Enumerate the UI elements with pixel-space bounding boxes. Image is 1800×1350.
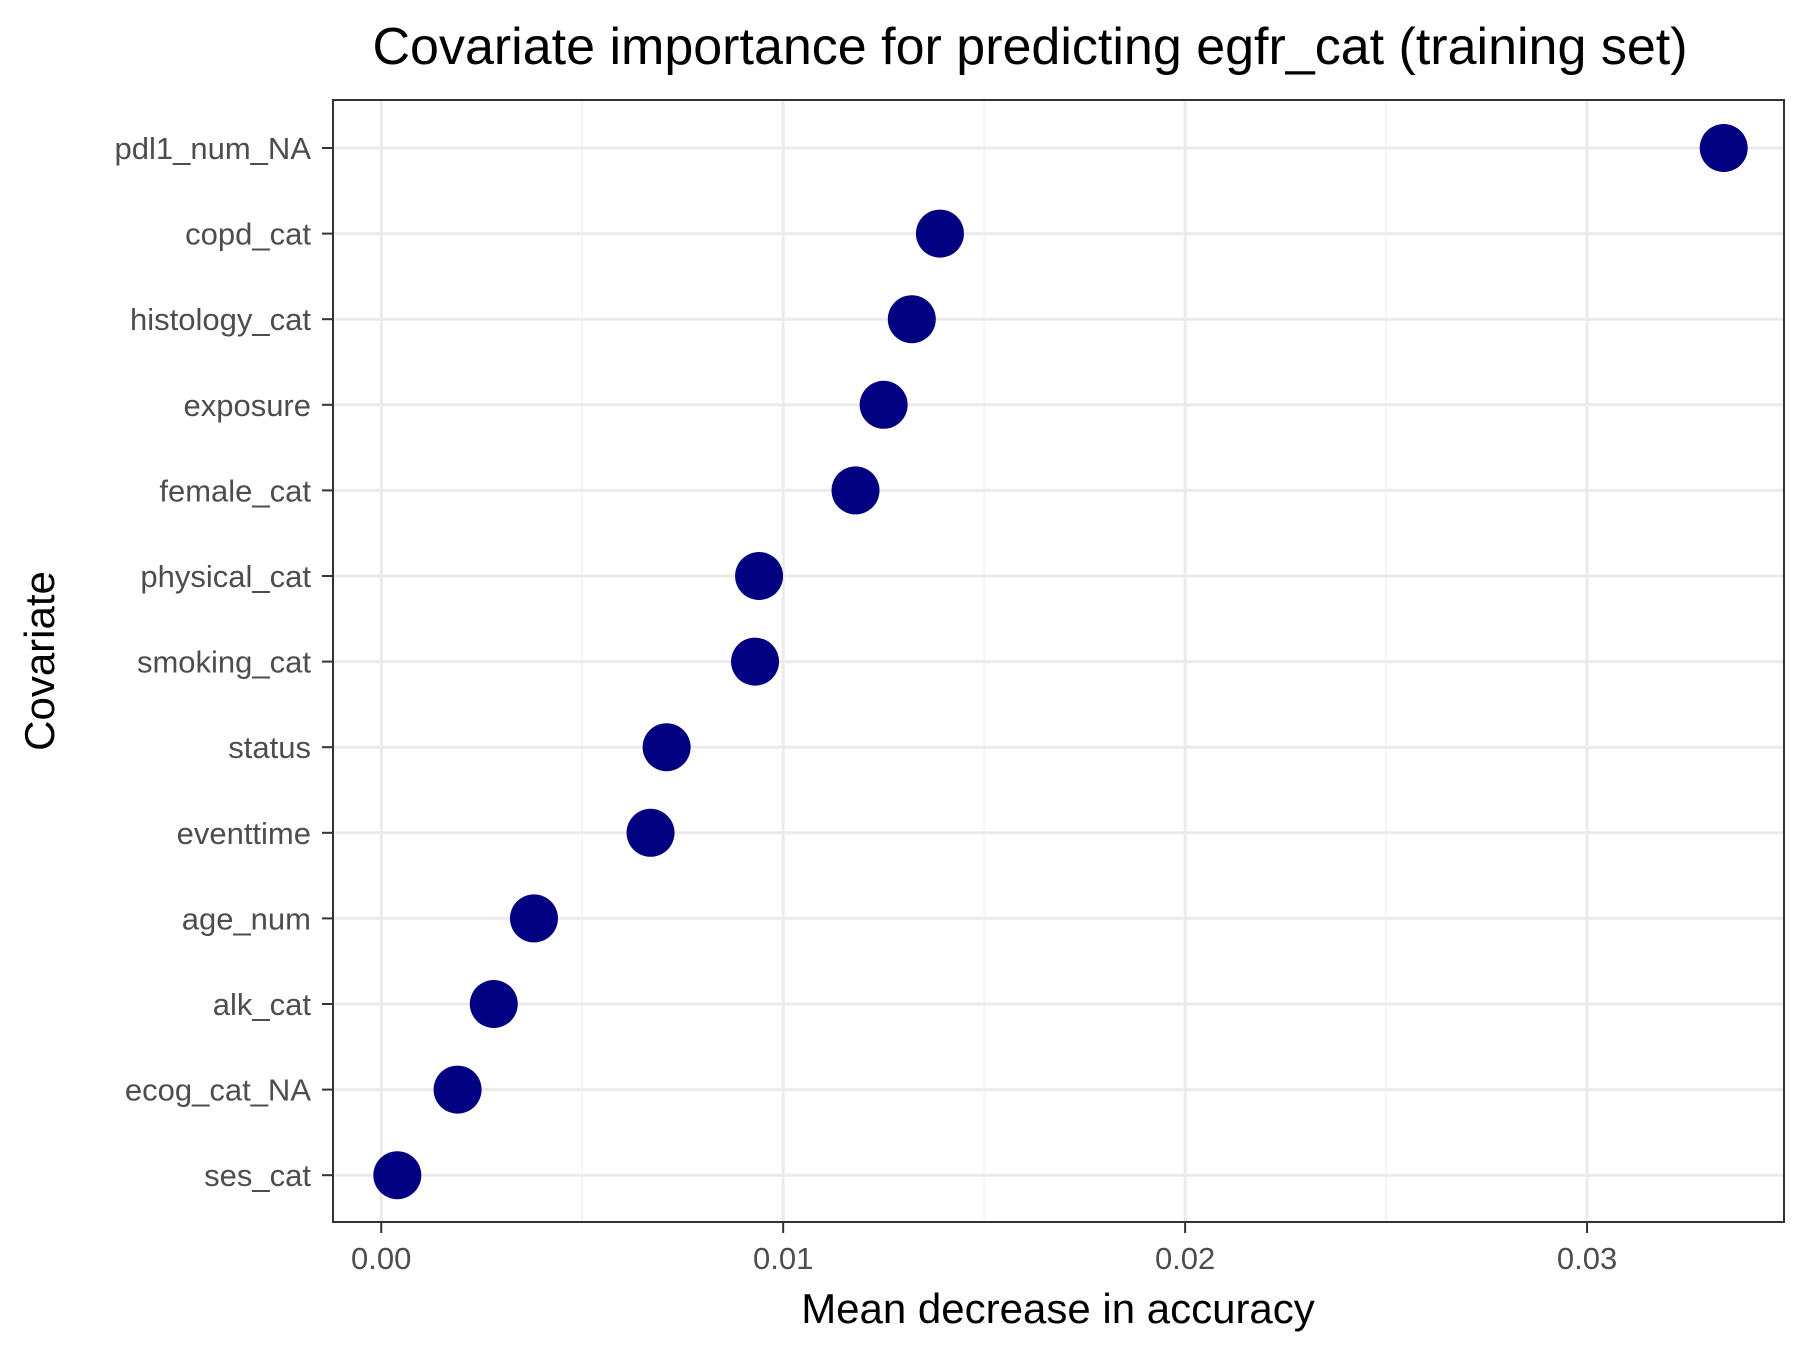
y-tick-label: female_cat xyxy=(159,473,311,508)
y-tick-label: smoking_cat xyxy=(137,645,311,680)
data-point xyxy=(731,637,780,686)
x-tick-label: 0.01 xyxy=(753,1241,813,1276)
y-tick-label: histology_cat xyxy=(130,302,311,337)
y-tick-label: pdl1_num_NA xyxy=(115,131,312,166)
y-tick-label: exposure xyxy=(183,388,311,423)
x-axis-title: Mean decrease in accuracy xyxy=(801,1285,1315,1332)
y-tick-label: status xyxy=(228,730,311,765)
y-tick-label: alk_cat xyxy=(213,987,312,1022)
x-tick-label: 0.03 xyxy=(1557,1241,1617,1276)
data-point xyxy=(915,209,964,258)
y-axis: pdl1_num_NA copd_cat histology_cat exposure… xyxy=(115,131,333,1193)
chart-title: Covariate importance for predicting egfr… xyxy=(372,18,1687,76)
y-tick-label: ses_cat xyxy=(204,1158,311,1193)
data-point xyxy=(373,1151,422,1200)
x-tick-label: 0.02 xyxy=(1155,1241,1215,1276)
data-point xyxy=(433,1065,482,1114)
x-axis: 0.00 0.01 0.02 0.03 xyxy=(351,1222,1617,1276)
data-point xyxy=(887,295,936,344)
data-point xyxy=(831,466,880,515)
data-point xyxy=(509,894,558,943)
x-tick-label: 0.00 xyxy=(351,1241,411,1276)
y-tick-label: age_num xyxy=(182,901,311,936)
data-points xyxy=(373,124,1748,1200)
data-point xyxy=(626,808,675,857)
y-axis-title: Covariate xyxy=(16,571,63,751)
data-point xyxy=(642,723,691,772)
data-point xyxy=(735,552,784,600)
y-tick-label: ecog_cat_NA xyxy=(125,1073,311,1108)
data-point xyxy=(1699,124,1748,172)
grid-lines xyxy=(333,100,1784,1222)
y-tick-label: copd_cat xyxy=(185,217,311,252)
data-point xyxy=(469,980,518,1028)
y-tick-label: eventtime xyxy=(177,816,311,851)
data-point xyxy=(859,380,908,429)
y-tick-label: physical_cat xyxy=(140,559,311,594)
